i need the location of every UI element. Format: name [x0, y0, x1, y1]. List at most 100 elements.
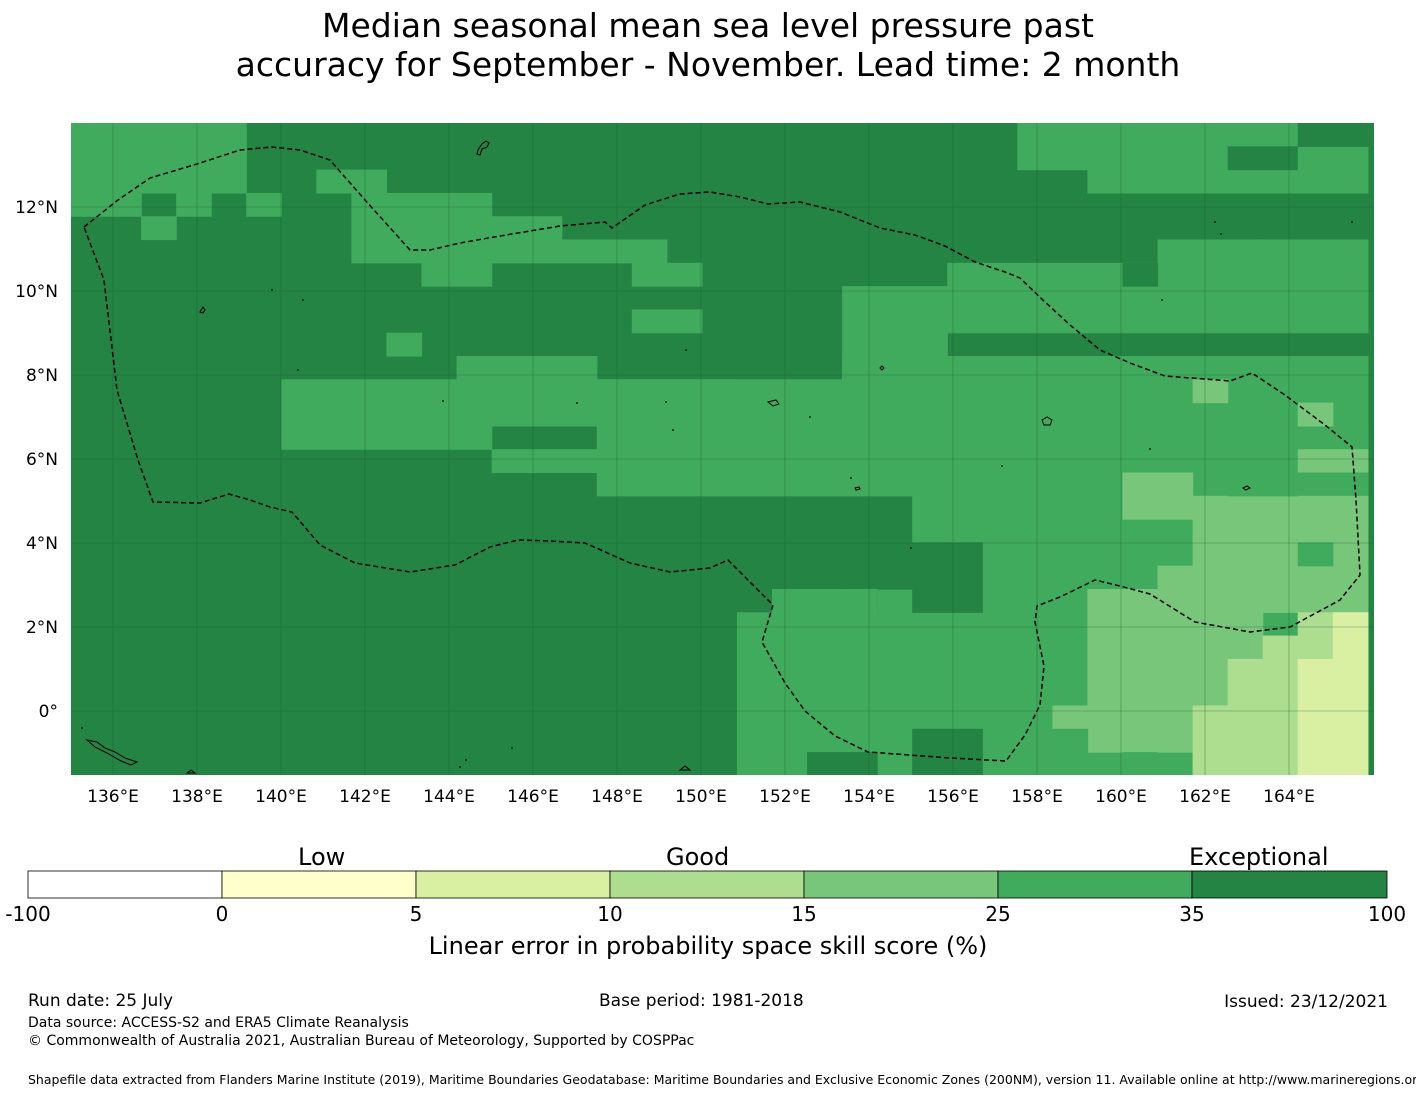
grid-cell-cat25 [421, 262, 493, 287]
grid-cell-cat25 [631, 262, 703, 287]
eez-boundary [83, 146, 1361, 762]
grid-cell-cat25 [736, 425, 1369, 450]
small-island [1001, 465, 1003, 467]
colorbar-label-exceptional: Exceptional [1189, 843, 1329, 871]
small-island [850, 477, 852, 479]
small-island [685, 349, 687, 351]
grid-cell-cat5 [1332, 612, 1369, 660]
longitude-label: 154°E [843, 787, 895, 807]
colorbar [27, 870, 1388, 899]
grid-cell-cat25 [246, 192, 282, 217]
grid-cell-cat25 [71, 192, 142, 217]
grid-cell-cat15 [1297, 402, 1334, 427]
island-outline [879, 365, 885, 371]
latitude-label: 8°N [26, 366, 58, 386]
run-date: Run date: 25 July [28, 991, 174, 1011]
grid-cell-cat25 [316, 169, 388, 194]
grid-cell-cat25 [772, 589, 878, 637]
grid-cell-cat25 [1017, 123, 1369, 147]
grid-cell-cat25 [1052, 728, 1089, 753]
island-outline [199, 306, 206, 314]
small-island [297, 369, 299, 371]
grid-cell-cat25 [1297, 146, 1369, 171]
grid-cell-cat35 [842, 542, 948, 590]
grid-cell-cat25 [456, 356, 598, 380]
issued-date: Issued: 23/12/2021 [1224, 992, 1388, 1012]
colorbar-tick-label: 100 [1367, 902, 1407, 926]
small-island [459, 766, 461, 768]
small-island [511, 747, 513, 749]
colorbar-label-good: Good [666, 843, 730, 871]
data-source: Data source: ACCESS-S2 and ERA5 Climate … [28, 1015, 409, 1031]
grid-cell-cat35 [1122, 262, 1159, 287]
grid-cell-cat5 [1297, 658, 1369, 775]
grid-cell-cat35 [1297, 123, 1369, 147]
latitude-label: 10°N [15, 282, 58, 302]
small-island [302, 299, 304, 301]
colorbar-segment [1191, 870, 1388, 899]
longitude-label: 140°E [255, 787, 307, 807]
skill-score-map: 136°E 138°E 140°E 142°E 144°E 146°E 148°E 150°E… [15, 123, 1374, 807]
longitude-label: 142°E [339, 787, 391, 807]
colorbar-segment [221, 870, 417, 899]
longitude-label: 156°E [927, 787, 979, 807]
grid-cell-cat15 [1087, 589, 1369, 613]
grid-cell-cat35 [947, 542, 983, 613]
grid-cell-cat25 [71, 123, 247, 194]
small-island [442, 400, 444, 402]
grid-cell-cat25 [842, 356, 1369, 404]
latitude-labels: 12°N 10°N 8°N 6°N 4°N 2°N 0° [15, 198, 58, 722]
island-outline [85, 739, 139, 766]
grid-cell-cat35 [807, 752, 878, 775]
small-island [910, 547, 912, 549]
map-title: Median seasonal mean sea level pressure … [0, 6, 1416, 84]
grid-cell-cat15 [1122, 472, 1194, 520]
skill-score-grid [71, 123, 1374, 775]
longitude-label: 146°E [507, 787, 559, 807]
small-island [672, 429, 674, 431]
grid-cell-cat15 [1192, 379, 1229, 404]
grid-cell-cat15 [1262, 565, 1369, 590]
longitude-label: 148°E [591, 787, 643, 807]
colorbar-segment [803, 870, 999, 899]
longitude-label: 152°E [759, 787, 811, 807]
island-outline [185, 769, 197, 774]
title-line-2: accuracy for September - November. Lead … [235, 45, 1181, 84]
grid-cell-cat25 [141, 216, 177, 241]
colorbar-segment [609, 870, 805, 899]
shapefile-credit: Shapefile data extracted from Flanders M… [28, 1072, 1416, 1087]
longitude-labels: 136°E 138°E 140°E 142°E 144°E 146°E 148°E 150°E… [87, 787, 1315, 807]
copyright: © Commonwealth of Australia 2021, Austra… [28, 1033, 695, 1049]
grid-cell-cat25 [351, 192, 493, 217]
colorbar-segment [27, 870, 223, 899]
colorbar-caption: Linear error in probability space skill … [428, 932, 988, 960]
grid-cell-cat25 [386, 332, 423, 357]
longitude-label: 164°E [1263, 787, 1315, 807]
latitude-label: 6°N [26, 450, 58, 470]
island-outline [854, 486, 861, 491]
latitude-label: 2°N [26, 618, 58, 638]
island-outline [766, 399, 780, 407]
graticule [71, 123, 1374, 775]
colorbar-tick-label: 15 [791, 902, 817, 926]
longitude-label: 150°E [675, 787, 727, 807]
small-island [465, 759, 467, 761]
island-outline [1242, 485, 1251, 491]
grid-cell-cat25 [631, 309, 703, 334]
grid-cell-cat35 [1262, 216, 1369, 241]
longitude-label: 158°E [1011, 787, 1063, 807]
latitude-label: 12°N [15, 198, 58, 218]
small-island [81, 727, 83, 729]
longitude-label: 144°E [423, 787, 475, 807]
grid-cell-cat35 [912, 728, 983, 775]
colorbar-tick-label: -100 [5, 902, 51, 926]
longitude-label: 136°E [87, 787, 139, 807]
small-island [665, 401, 667, 403]
small-island [1161, 299, 1163, 301]
grid-cell-cat35 [1227, 146, 1299, 171]
grid-cell-cat25 [1017, 146, 1264, 171]
latitude-label: 0° [39, 702, 58, 722]
longitude-label: 160°E [1095, 787, 1147, 807]
grid-cell-cat25 [281, 425, 493, 450]
colorbar-tick-label: 5 [409, 902, 423, 926]
